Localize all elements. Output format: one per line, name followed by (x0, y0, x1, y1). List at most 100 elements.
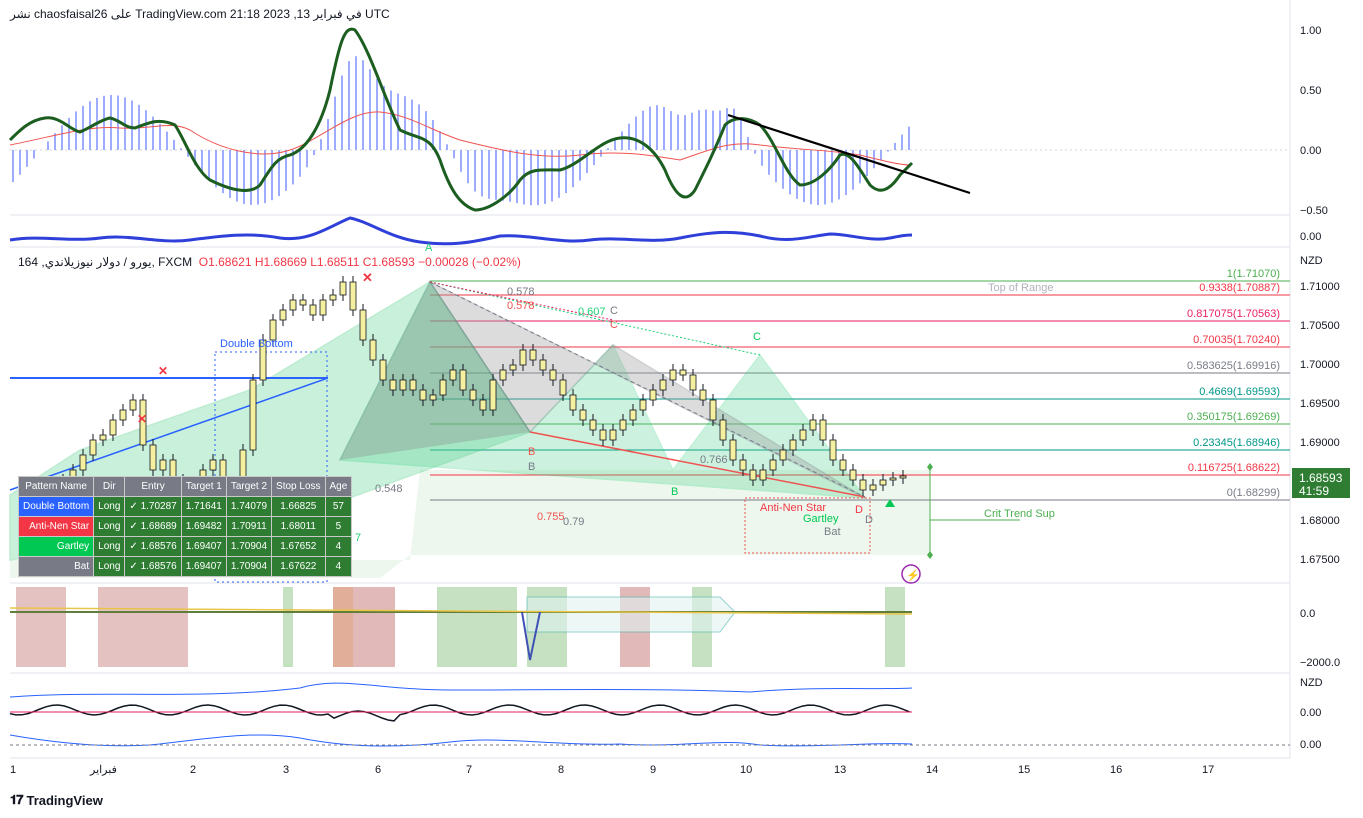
vol-tick: −2000.0 (1300, 657, 1340, 669)
histogram-bar (299, 150, 301, 177)
candle (669, 369, 677, 381)
candle (869, 484, 877, 491)
table-cell: ✓ 1.70287 (124, 496, 182, 517)
lower-tick: 0.00 (1300, 707, 1321, 719)
candle (309, 304, 317, 316)
candle (799, 429, 807, 441)
histogram-bar (796, 150, 798, 199)
time-label: 10 (740, 764, 752, 776)
histogram-bar (208, 150, 210, 181)
ratio-label: 0.578 (507, 286, 535, 298)
table-cell: 1.74079 (225, 496, 273, 517)
candle (809, 419, 817, 431)
histogram-bar (873, 150, 875, 169)
candle (729, 439, 737, 461)
candle (599, 429, 607, 441)
symbol-legend[interactable]: يورو / دولار نيوزيلاندي, 164, FXCM O1.68… (18, 255, 521, 269)
histogram-bar (530, 150, 532, 206)
table-cell: 1.67622 (271, 556, 326, 577)
table-header: Dir (93, 476, 126, 497)
double-bottom-label: Double Bottom (220, 338, 293, 350)
table-row: Anti-Nen Star Long ✓ 1.68689 1.69482 1.70911… (17, 516, 353, 537)
histogram-bar (131, 100, 133, 150)
candle (539, 359, 547, 371)
histogram-bar (236, 150, 238, 202)
histogram-bar (754, 150, 756, 154)
histogram-bar (565, 150, 567, 194)
candle (769, 459, 777, 471)
table-cell: Anti-Nen Star (17, 516, 95, 537)
table-cell: Long (93, 496, 126, 517)
osc-tick: −0.50 (1300, 205, 1328, 217)
histogram-bar (698, 110, 700, 150)
candle (349, 281, 357, 311)
histogram-bar (362, 60, 364, 150)
candle (789, 439, 797, 451)
tradingview-footer[interactable]: 𝟏𝟕 TradingView (10, 792, 103, 808)
histogram-bar (782, 150, 784, 189)
histogram-bar (803, 150, 805, 203)
table-cell: 4 (324, 536, 353, 557)
currency-label: NZD (1300, 255, 1323, 267)
point-label: C (610, 305, 618, 317)
candle (369, 339, 377, 361)
candle (99, 434, 107, 441)
point-label: A (425, 242, 433, 254)
table-cell: 5 (324, 516, 353, 537)
table-cell: Double Bottom (17, 496, 95, 517)
point-label: C (610, 319, 618, 331)
histogram-bar (607, 148, 609, 150)
histogram-bar (404, 96, 406, 150)
candle (279, 309, 287, 321)
histogram-bar (250, 150, 252, 205)
histogram-bar (740, 119, 742, 150)
high-value: H1.68669 (254, 255, 307, 269)
histogram-bar (390, 90, 392, 150)
candle (149, 444, 157, 471)
point-label: B (528, 446, 535, 458)
histogram-bar (586, 150, 588, 174)
time-label: 8 (558, 764, 564, 776)
time-label: 17 (1202, 764, 1214, 776)
histogram-bar (908, 126, 910, 150)
time-label: 14 (926, 764, 938, 776)
table-cell: ✓ 1.68689 (124, 516, 182, 537)
candle (659, 379, 667, 391)
candle (119, 409, 127, 421)
publisher-header: نشر chaosfaisal26 على TradingView.com في… (10, 7, 390, 21)
candle (509, 364, 517, 371)
histogram-bar (810, 150, 812, 205)
histogram-bar (61, 125, 63, 150)
symbol-title[interactable]: يورو / دولار نيوزيلاندي, 164, FXCM (18, 255, 193, 269)
histogram-bar (229, 150, 231, 198)
candle (439, 379, 447, 396)
candle (739, 459, 747, 471)
histogram-bar (824, 150, 826, 205)
candle (479, 399, 487, 411)
fib-level-label: 0.70035(1.70240) (1193, 334, 1280, 346)
histogram-bar (327, 119, 329, 150)
candle (899, 475, 907, 479)
histogram-bar (614, 139, 616, 150)
histogram-bar (82, 105, 84, 150)
candle (619, 419, 627, 431)
histogram-bar (537, 150, 539, 206)
histogram-bar (558, 150, 560, 198)
table-cell: ✓ 1.68576 (124, 556, 182, 577)
table-cell: 1.68011 (271, 516, 326, 537)
histogram-bar (383, 85, 385, 150)
histogram-bar (152, 116, 154, 150)
tradingview-logo-icon: 𝟏𝟕 (10, 792, 24, 807)
table-cell: 4 (324, 556, 353, 577)
histogram-bar (838, 150, 840, 200)
histogram-bar (852, 150, 854, 190)
histogram-bar (285, 150, 287, 191)
candle (289, 299, 297, 311)
histogram-bar (880, 150, 882, 161)
histogram-bar (670, 111, 672, 150)
histogram-bar (432, 120, 434, 150)
candle (889, 477, 897, 481)
histogram-bar (621, 131, 623, 150)
candle (329, 294, 337, 301)
histogram-bar (579, 150, 581, 181)
